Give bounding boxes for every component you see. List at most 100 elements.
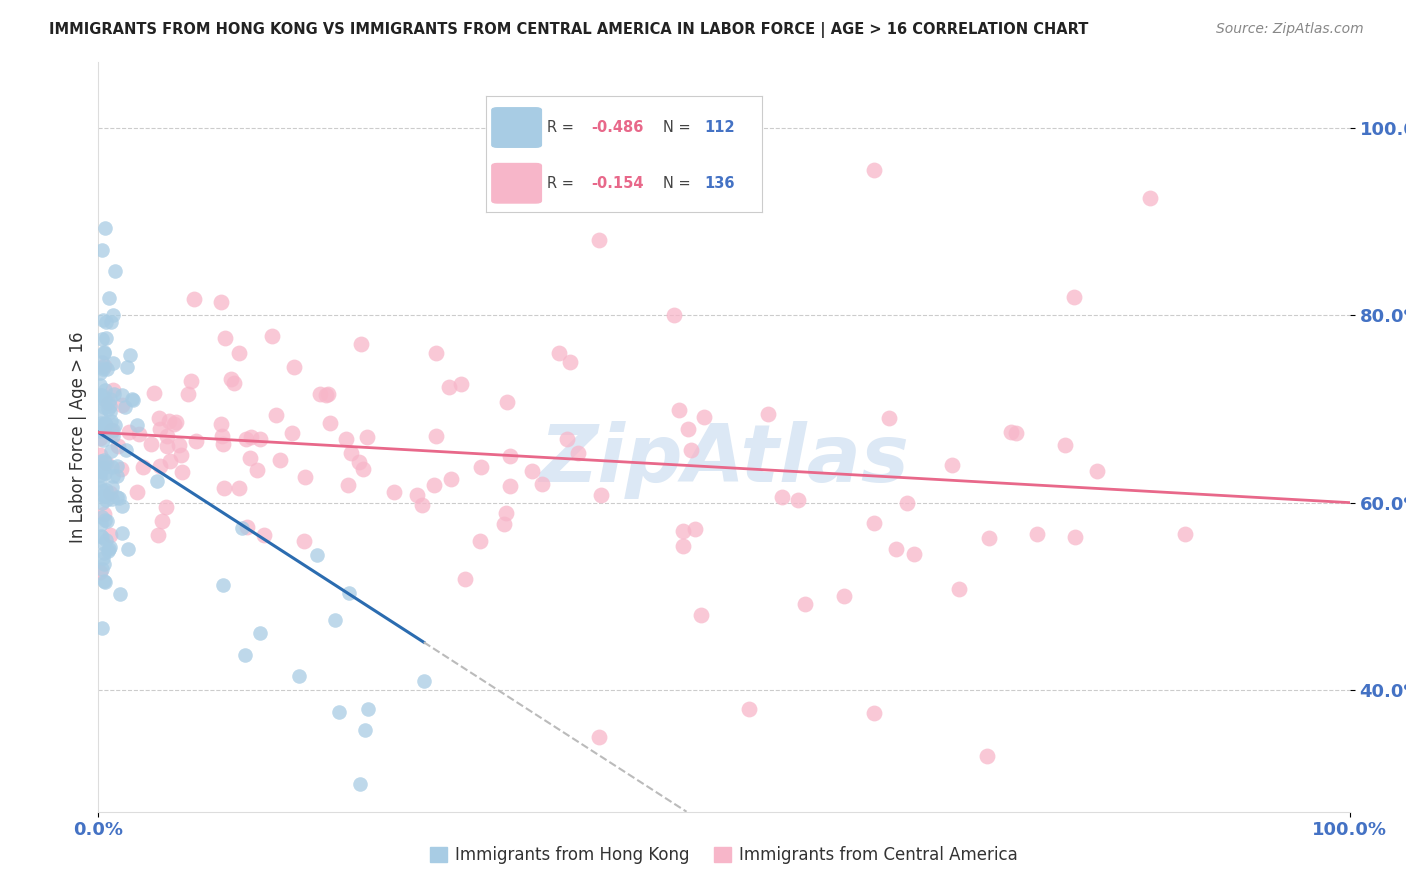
Point — [239, 430, 262, 444]
Point — [89, 461, 111, 475]
Point — [494, 516, 516, 531]
Point — [437, 379, 460, 393]
Point — [111, 526, 134, 541]
Point — [89, 378, 111, 392]
Point — [94, 489, 117, 503]
Point — [211, 429, 233, 443]
Point — [150, 514, 173, 528]
Point — [93, 574, 115, 588]
Point — [91, 483, 114, 498]
Point — [100, 425, 122, 440]
Point — [770, 490, 793, 504]
Point — [328, 705, 350, 719]
Point — [335, 432, 357, 446]
Point — [103, 308, 125, 322]
Point — [347, 455, 370, 469]
Point — [98, 392, 121, 406]
Point — [323, 613, 346, 627]
Point — [163, 417, 186, 431]
Point — [209, 417, 232, 431]
Point — [228, 346, 250, 360]
Point — [167, 438, 190, 452]
Point — [941, 458, 963, 472]
Point — [89, 431, 111, 445]
Point — [117, 541, 139, 556]
Point — [337, 586, 360, 600]
Point — [94, 315, 117, 329]
Point — [103, 356, 125, 370]
Point — [356, 430, 378, 444]
Point — [105, 490, 128, 504]
Point — [249, 626, 271, 640]
Point — [103, 387, 125, 401]
Point — [239, 450, 262, 465]
Point — [91, 433, 114, 447]
Point — [863, 163, 886, 178]
Point — [294, 470, 316, 484]
Point — [89, 393, 111, 408]
Point — [93, 384, 115, 398]
Point — [90, 531, 112, 545]
Point — [567, 446, 589, 460]
Point — [520, 463, 543, 477]
Point — [470, 459, 492, 474]
Point — [1174, 527, 1197, 541]
Point — [406, 488, 429, 502]
Point — [121, 392, 143, 406]
Point — [440, 472, 463, 486]
Point — [499, 449, 522, 463]
Point — [89, 464, 111, 478]
Point — [90, 510, 112, 524]
Point — [292, 533, 315, 548]
Point — [834, 589, 856, 603]
Point — [212, 437, 235, 451]
Point — [1026, 527, 1049, 541]
Point — [1064, 529, 1087, 543]
Point — [165, 415, 187, 429]
Point — [90, 496, 112, 510]
Point — [287, 669, 309, 683]
Point — [91, 313, 114, 327]
Point — [668, 402, 690, 417]
Point — [91, 461, 114, 475]
Point — [93, 557, 115, 571]
Point — [94, 466, 117, 480]
Point — [89, 481, 111, 495]
Point — [89, 387, 111, 401]
Point — [93, 221, 115, 235]
Point — [662, 308, 685, 322]
Point — [103, 469, 125, 483]
Point — [318, 416, 340, 430]
Point — [681, 443, 703, 458]
Point — [354, 723, 377, 737]
Point — [170, 465, 193, 479]
Point — [340, 446, 363, 460]
Point — [90, 517, 112, 532]
Point — [94, 454, 117, 468]
Point — [149, 458, 172, 473]
Point — [1054, 438, 1077, 452]
Point — [94, 483, 117, 498]
Text: IMMIGRANTS FROM HONG KONG VS IMMIGRANTS FROM CENTRAL AMERICA IN LABOR FORCE | AG: IMMIGRANTS FROM HONG KONG VS IMMIGRANTS … — [49, 22, 1088, 38]
Point — [547, 345, 569, 359]
Point — [98, 486, 121, 500]
Point — [159, 454, 181, 468]
Point — [170, 448, 193, 462]
Point — [315, 388, 337, 402]
Point — [269, 453, 291, 467]
Point — [90, 529, 112, 543]
Point — [349, 776, 371, 791]
Point — [180, 374, 202, 388]
Point — [468, 534, 491, 549]
Point — [305, 548, 328, 562]
Point — [98, 399, 121, 413]
Point — [91, 561, 114, 575]
Point — [253, 528, 276, 542]
Point — [105, 458, 128, 473]
Point — [756, 407, 779, 421]
Point — [93, 452, 115, 467]
Point — [672, 524, 695, 538]
Point — [104, 418, 127, 433]
Point — [93, 344, 115, 359]
Point — [357, 702, 380, 716]
